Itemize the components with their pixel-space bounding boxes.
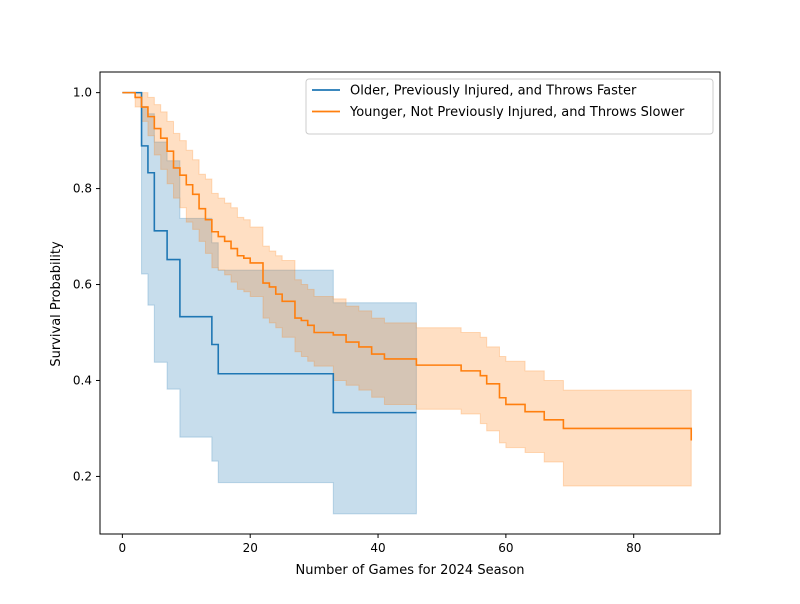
plot-frame [99,71,721,535]
y-tick-label: 0.8 [73,182,92,196]
survival-line-series-1 [122,91,417,414]
x-tick-label: 60 [498,541,513,555]
y-tick-label: 1.0 [73,86,92,100]
survival-line-series-2 [122,91,693,441]
y-axis-label: Survival Probability [49,241,64,367]
y-tick-label: 0.6 [73,278,92,292]
x-axis-label: Number of Games for 2024 Season [295,563,524,578]
y-tick-label: 0.4 [73,373,92,387]
confidence-band-series-1 [122,92,417,515]
y-tick-label: 0.2 [73,469,92,483]
confidence-band-series-2 [122,92,692,487]
legend-label-series-1: Older, Previously Injured, and Throws Fa… [350,84,637,99]
x-tick-label: 80 [626,541,641,555]
x-tick-label: 0 [119,541,127,555]
x-tick-label: 20 [243,541,258,555]
x-tick-label: 40 [370,541,385,555]
legend: Older, Previously Injured, and Throws Fa… [305,78,714,135]
legend-label-series-2: Younger, Not Previously Injured, and Thr… [349,105,685,120]
legend-box [305,78,714,135]
